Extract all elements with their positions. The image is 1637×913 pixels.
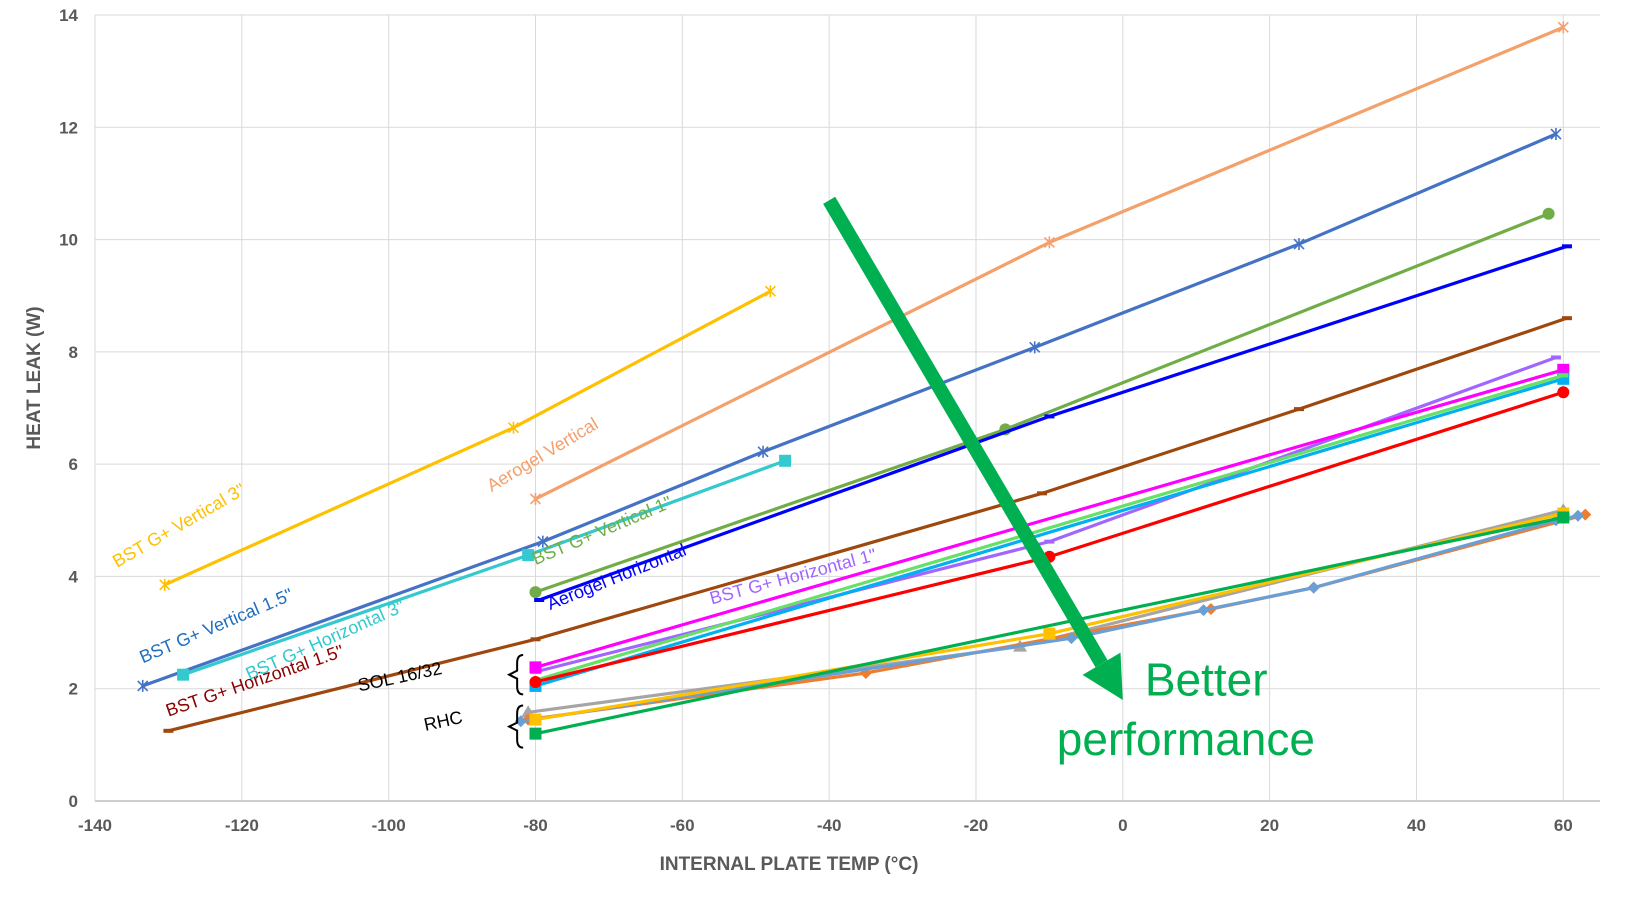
x-tick-label: 0 [1118, 816, 1127, 835]
x-tick-label: -100 [372, 816, 406, 835]
y-tick-label: 0 [69, 792, 78, 811]
performance-note: performance [1057, 713, 1315, 765]
series-line [535, 377, 1564, 688]
data-point [1579, 508, 1592, 521]
data-point [137, 679, 149, 692]
series-line [535, 515, 1564, 736]
data-point [1557, 386, 1570, 399]
y-tick-label: 4 [69, 567, 79, 586]
data-point [529, 586, 542, 599]
data-point [529, 661, 542, 674]
y-tick-label: 8 [69, 343, 78, 362]
series-line [535, 368, 1564, 669]
grid [94, 14, 1600, 802]
x-tick-label: -60 [670, 816, 695, 835]
group-label: SOL 16/32 [356, 658, 444, 695]
x-tick-label: 60 [1554, 816, 1573, 835]
data-point [159, 578, 171, 591]
series-5 [177, 454, 792, 681]
data-point [1043, 236, 1055, 249]
series-6 [163, 316, 1572, 733]
series-line [142, 132, 1557, 688]
series-4 [534, 244, 1572, 603]
data-point [764, 285, 776, 298]
data-point [757, 445, 769, 458]
series-3 [529, 207, 1555, 599]
data-point [1557, 21, 1569, 34]
data-point [1065, 632, 1078, 645]
x-tick-label: -140 [78, 816, 112, 835]
series-lines [137, 21, 1592, 740]
data-point [1029, 341, 1041, 354]
x-tick-label: -80 [523, 816, 548, 835]
data-point [779, 454, 792, 467]
y-tick-label: 10 [59, 231, 78, 250]
x-tick-label: 20 [1260, 816, 1279, 835]
y-axis-title: HEAT LEAK (W) [24, 306, 45, 449]
data-point [1307, 581, 1320, 594]
y-tick-label: 6 [69, 455, 78, 474]
data-point [507, 421, 520, 434]
data-point [1557, 511, 1570, 524]
series-2 [137, 128, 1562, 692]
data-point [529, 492, 542, 505]
data-point [1542, 207, 1555, 220]
x-tick-labels: -140 -120 -100 -80 -60 -40 -20 0 20 40 60 [78, 816, 1573, 835]
arrow-head [1082, 652, 1123, 700]
x-tick-label: -40 [817, 816, 842, 835]
series-line [534, 25, 1564, 501]
series-1 [529, 21, 1569, 505]
x-axis-title: INTERNAL PLATE TEMP (°C) [660, 854, 919, 875]
data-point [1550, 128, 1562, 141]
group-label: RHC [422, 707, 464, 735]
data-point [537, 535, 549, 548]
data-point [1197, 604, 1210, 617]
arrow-shaft [823, 196, 1108, 668]
y-tick-label: 2 [69, 680, 78, 699]
data-point [1293, 238, 1305, 251]
data-point [177, 668, 190, 681]
y-tick-label: 14 [59, 6, 78, 25]
series-label: Aerogel Vertical [483, 414, 601, 496]
y-tick-label: 12 [59, 118, 78, 137]
data-point [522, 549, 535, 562]
data-point [1043, 627, 1056, 640]
bracket [506, 704, 524, 749]
series-12 [521, 503, 1571, 718]
performance-note: Better [1145, 653, 1268, 705]
x-tick-label: 40 [1407, 816, 1426, 835]
series-line [535, 373, 1564, 682]
series-16 [529, 511, 1570, 740]
y-tick-labels: 0 2 4 6 8 10 12 14 [59, 6, 78, 811]
data-point [1571, 509, 1584, 522]
data-point [529, 675, 542, 688]
series-0 [159, 285, 776, 591]
bracket [506, 654, 524, 696]
x-tick-label: -20 [964, 816, 989, 835]
data-point [529, 727, 542, 740]
x-tick-label: -120 [225, 816, 259, 835]
data-point [529, 713, 542, 726]
